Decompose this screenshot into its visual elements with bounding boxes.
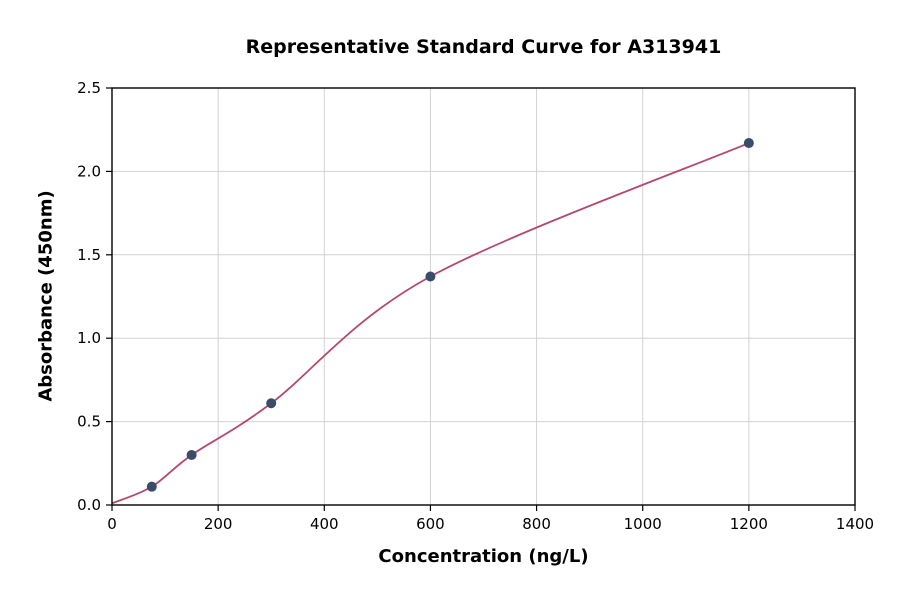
- data-point: [425, 271, 436, 282]
- data-point: [186, 449, 197, 460]
- data-point: [146, 481, 157, 492]
- chart-title: Representative Standard Curve for A31394…: [245, 36, 722, 58]
- x-tick-label: 1400: [836, 515, 874, 533]
- x-tick-label: 200: [204, 515, 233, 533]
- y-tick-label: 0.5: [77, 413, 101, 431]
- y-tick-label: 1.5: [77, 246, 101, 264]
- plot-border: [111, 87, 856, 506]
- data-point: [266, 398, 277, 409]
- x-tick-label: 1200: [730, 515, 768, 533]
- y-tick-label: 2.5: [77, 79, 101, 97]
- x-tick-label: 600: [416, 515, 445, 533]
- x-tick-label: 800: [522, 515, 551, 533]
- x-tick-label: 400: [310, 515, 339, 533]
- y-tick-label: 1.0: [77, 329, 101, 347]
- data-point: [743, 138, 754, 149]
- x-tick-label: 1000: [624, 515, 662, 533]
- y-tick-label: 2.0: [77, 162, 101, 180]
- y-tick-label: 0.0: [77, 496, 101, 514]
- x-axis-label: Concentration (ng/L): [378, 546, 589, 567]
- y-axis-label: Absorbance (450nm): [35, 190, 57, 402]
- x-tick-label: 0: [107, 515, 117, 533]
